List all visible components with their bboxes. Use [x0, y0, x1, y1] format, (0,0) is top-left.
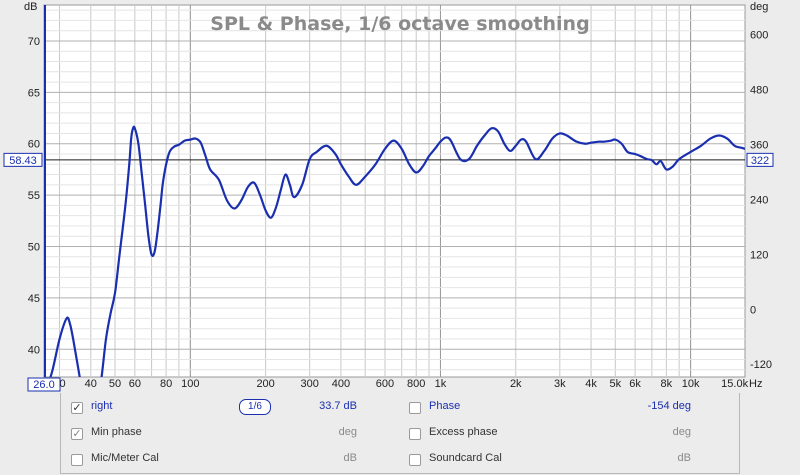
legend-label: Min phase: [91, 426, 142, 438]
cursor-db-readout-box[interactable]: [3, 152, 43, 167]
x-tick-label: 2k: [510, 378, 522, 390]
x-tick-label: 400: [332, 378, 350, 390]
y-tick-label: -120: [750, 359, 772, 371]
chart-title: SPL & Phase, 1/6 octave smoothing: [210, 13, 589, 35]
x-tick-label: 40: [85, 378, 97, 390]
legend-row: ✓ Min phase deg Excess phase deg: [61, 421, 739, 447]
right-checkbox[interactable]: ✓: [71, 402, 83, 414]
x-min-readout: 26.0: [33, 379, 54, 391]
y-tick-label: 240: [750, 194, 768, 206]
legend-row: Mic/Meter Cal dB Soundcard Cal dB: [61, 447, 739, 473]
y-tick-label: 55: [28, 190, 40, 202]
phase-checkbox[interactable]: [409, 402, 421, 414]
y-tick-label: 60: [28, 139, 40, 151]
smoothing-label: 1/6: [248, 401, 262, 412]
left-y-tick-labels: 40 45 50 55 60 65 70: [28, 36, 40, 356]
y-tick-label: 45: [28, 293, 40, 305]
mic-meter-cal-checkbox[interactable]: [71, 454, 83, 466]
series-line-right: [49, 125, 745, 377]
x-tick-label: 300: [300, 378, 318, 390]
legend-value: dB: [343, 452, 357, 464]
legend-label: Soundcard Cal: [429, 452, 502, 464]
x-tick-label: 80: [160, 378, 172, 390]
legend-label: Excess phase: [429, 426, 498, 438]
x-tick-label: 10k: [682, 378, 700, 390]
y-tick-label: 0: [750, 304, 756, 316]
x-tick-label: 200: [256, 378, 274, 390]
cursor-db-readout: 58.43: [9, 155, 37, 167]
x-tick-label: 60: [129, 378, 141, 390]
x-tick-label: 5k: [609, 378, 621, 390]
y-tick-label: 360: [750, 140, 768, 152]
left-axis-unit-label: dB: [24, 1, 37, 13]
horizontal-grid: [44, 9, 745, 371]
right-y-tick-labels: -120 0 120 240 360 480 600: [750, 30, 772, 371]
legend-row: ✓ right 1/6 33.7 dB Phase -154 deg: [61, 395, 739, 421]
right-axis-unit-label: deg: [750, 1, 768, 13]
min-phase-checkbox[interactable]: ✓: [71, 428, 83, 440]
legend-value: 33.7 dB: [319, 400, 357, 412]
x-tick-label: 600: [376, 378, 394, 390]
y-tick-label: 600: [750, 30, 768, 42]
x-tick-labels: 30405060801002003004006008001k2k3k4k5k6k…: [53, 378, 748, 390]
legend-label: Phase: [429, 400, 461, 412]
x-tick-label: 100: [181, 378, 199, 390]
legend-label: right: [91, 400, 113, 412]
y-tick-label: 50: [28, 241, 40, 253]
x-tick-label: 8k: [661, 378, 673, 390]
y-tick-label: 120: [750, 249, 768, 261]
x-tick-label: 4k: [585, 378, 597, 390]
smoothing-selector[interactable]: 1/6: [239, 399, 271, 415]
x-tick-label: 1k: [435, 378, 447, 390]
excess-phase-checkbox[interactable]: [409, 428, 421, 440]
y-tick-label: 65: [28, 87, 40, 99]
plot-background: [43, 4, 746, 378]
x-tick-label: 3k: [554, 378, 566, 390]
cursor-deg-readout-box[interactable]: [746, 152, 774, 167]
soundcard-cal-checkbox[interactable]: [409, 454, 421, 466]
legend-value: deg: [338, 426, 357, 438]
cursor-deg-readout: 322: [751, 155, 769, 167]
x-axis-unit-label: Hz: [749, 378, 762, 390]
legend-value: dB: [677, 452, 691, 464]
spl-phase-chart: 30405060801002003004006008001k2k3k4k5k6k…: [3, 1, 774, 392]
y-tick-label: 70: [28, 36, 40, 48]
vertical-grid: [59, 5, 692, 377]
x-min-readout-box[interactable]: [27, 377, 61, 392]
y-tick-label: 40: [28, 344, 40, 356]
legend-panel: ✓ right 1/6 33.7 dB Phase -154 deg ✓ Min…: [60, 393, 740, 474]
legend-label: Mic/Meter Cal: [91, 452, 159, 464]
x-tick-label: 15.0k: [721, 378, 748, 390]
x-tick-label: 800: [407, 378, 425, 390]
legend-value: deg: [672, 426, 691, 438]
x-tick-label: 6k: [629, 378, 641, 390]
x-tick-label: 50: [109, 378, 121, 390]
legend-value: -154 deg: [647, 400, 691, 412]
y-tick-label: 480: [750, 85, 768, 97]
